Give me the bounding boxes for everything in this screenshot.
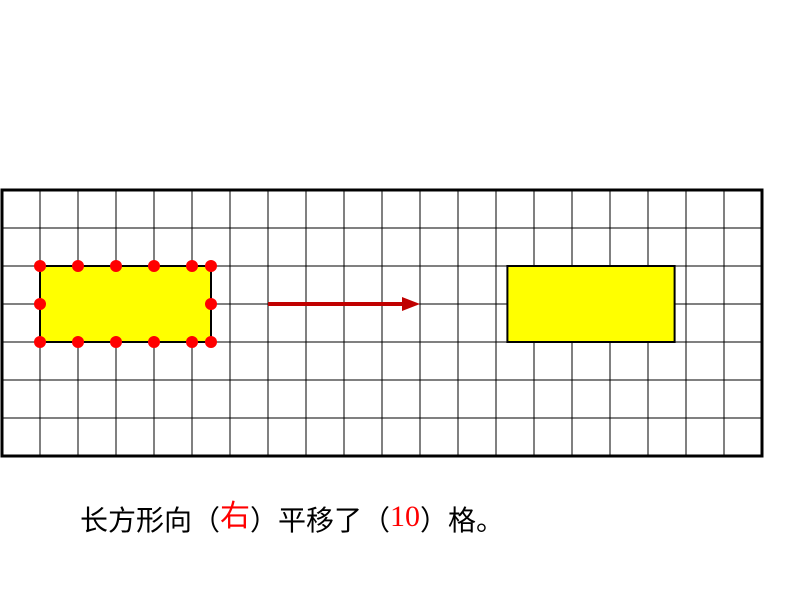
answer-count: 10 — [390, 500, 420, 533]
caption-sentence: 长方形向（右）平移了（10）格。 — [80, 500, 504, 542]
answer-direction: 右 — [220, 500, 250, 533]
caption-mid: ）平移了（ — [250, 506, 390, 537]
caption-suffix: ）格。 — [420, 506, 504, 537]
caption-prefix: 长方形向（ — [80, 506, 220, 537]
